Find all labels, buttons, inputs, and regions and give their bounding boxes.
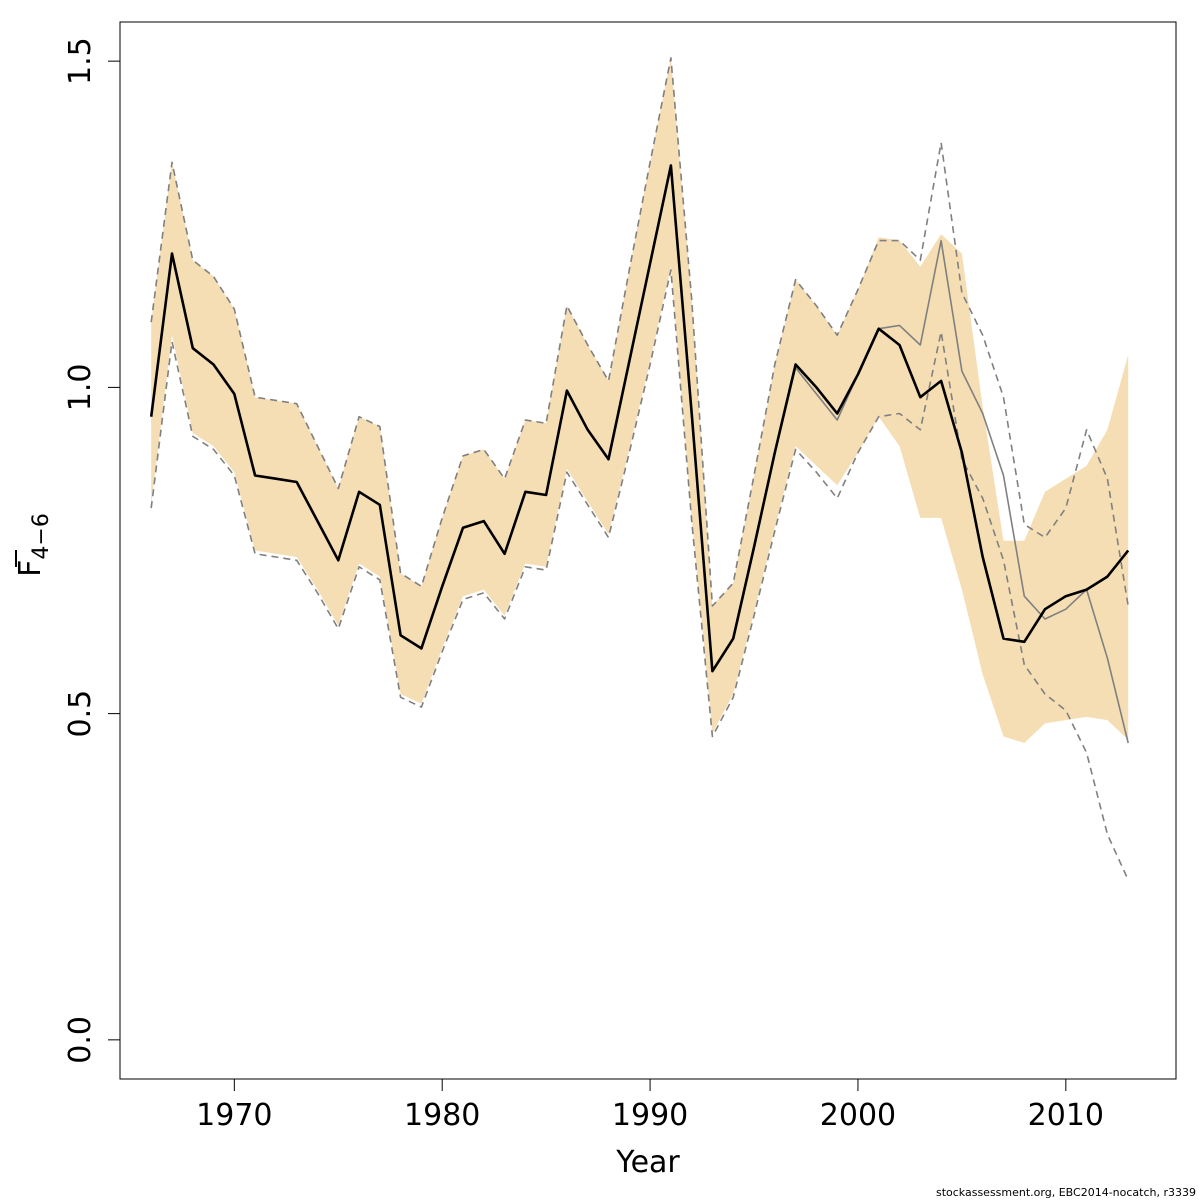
y-tick-label-2: 1.0 (63, 364, 98, 412)
series-lines-layer (149, 57, 1130, 881)
y-axis-title-subscript: 4−6 (29, 513, 54, 559)
series-line-1 (149, 164, 1130, 673)
x-tick-label-1970: 1970 (196, 1098, 272, 1133)
series-line-4 (150, 57, 1129, 607)
y-axis-title-main: F (13, 560, 48, 577)
plot-frame (119, 21, 1177, 1080)
x-tick-label-2010: 2010 (1028, 1098, 1104, 1133)
y-tick-label-3: 1.5 (63, 37, 98, 85)
svg-text:F4−6: F4−6 (13, 513, 54, 577)
y-axis: 0.0 0.5 1.0 1.5 (63, 37, 120, 1064)
x-tick-label-1980: 1980 (404, 1098, 480, 1133)
y-tick-label-0: 0.0 (63, 1016, 98, 1064)
confidence-band (151, 57, 1129, 743)
x-axis-title: Year (615, 1145, 680, 1180)
footer-note: stockassessment.org, EBC2014-nocatch, r3… (936, 1186, 1196, 1199)
confidence-band-layer (151, 57, 1129, 743)
x-axis: 1970 1980 1990 2000 2010 (196, 1079, 1104, 1133)
x-tick-label-1990: 1990 (612, 1098, 688, 1133)
y-axis-title: F4−6 (13, 513, 54, 577)
y-tick-label-1: 0.5 (63, 690, 98, 738)
x-tick-label-2000: 2000 (820, 1098, 896, 1133)
